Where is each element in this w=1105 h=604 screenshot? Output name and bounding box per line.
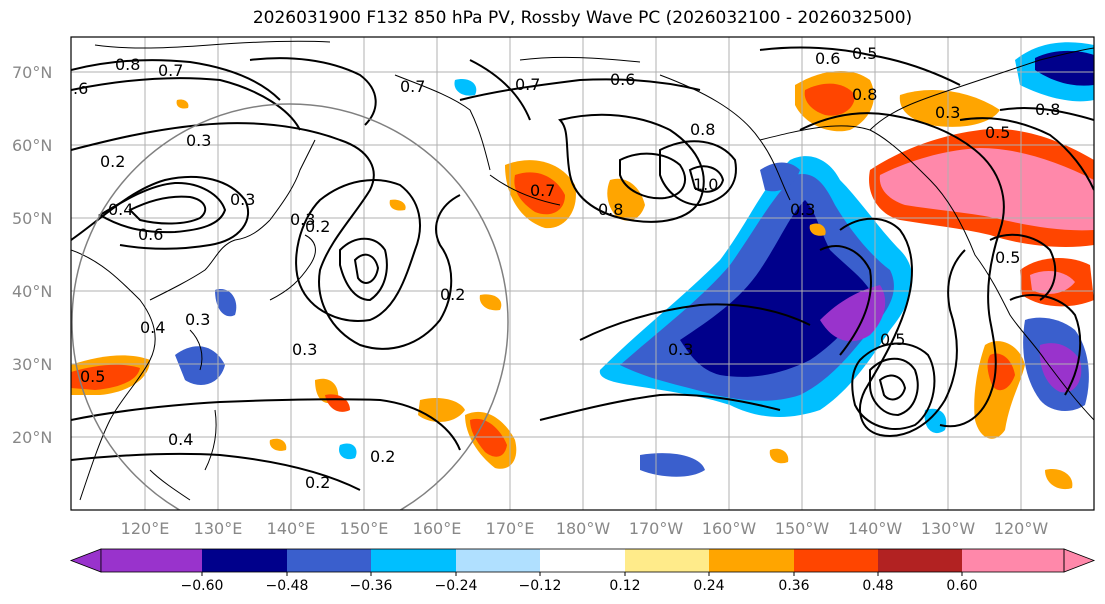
colorbar-tick-label: 0.24 bbox=[693, 578, 724, 594]
contour-label: 0.7 bbox=[530, 181, 555, 200]
colorbar-segment bbox=[540, 549, 625, 572]
colorbar-segment bbox=[625, 549, 709, 572]
contour-label: 0.6 bbox=[610, 70, 635, 89]
contour-label: 0.3 bbox=[185, 310, 210, 329]
lon-axis: 120°E 130°E 140°E 150°E 160°E 170°E 180°… bbox=[121, 519, 1049, 538]
lon-label: 150°W bbox=[775, 519, 830, 538]
contour-label: 0.8 bbox=[852, 85, 877, 104]
lon-label: 160°E bbox=[413, 519, 462, 538]
contour-label: 0.3 bbox=[292, 340, 317, 359]
colorbar-tick-label: −0.60 bbox=[181, 578, 224, 594]
contour-label: 0.2 bbox=[305, 217, 330, 236]
colorbar bbox=[69, 548, 1096, 576]
contour-label: 0.6 bbox=[138, 225, 163, 244]
contour-label: 0.3 bbox=[230, 190, 255, 209]
contour-label: 0.3 bbox=[186, 131, 211, 150]
colorbar-segment bbox=[287, 549, 371, 572]
map-title: 2026031900 F132 850 hPa PV, Rossby Wave … bbox=[252, 8, 913, 28]
lat-label: 30°N bbox=[12, 355, 52, 374]
lon-label: 150°E bbox=[340, 519, 389, 538]
colorbar-tick-labels: −0.60 −0.48 −0.36 −0.24 −0.12 0.12 0.24 … bbox=[181, 578, 978, 594]
contour-label: 1.0 bbox=[693, 175, 718, 194]
colorbar-segment bbox=[878, 549, 962, 572]
contour-label: 0.6 bbox=[815, 49, 840, 68]
lat-label: 60°N bbox=[12, 136, 52, 155]
colorbar-extend-max bbox=[1063, 548, 1096, 573]
contour-label: 0.5 bbox=[995, 248, 1020, 267]
lon-label: 170°E bbox=[486, 519, 535, 538]
contour-label: 0.4 bbox=[140, 318, 165, 337]
colorbar-tick-label: 0.48 bbox=[862, 578, 893, 594]
colorbar-tick-label: −0.12 bbox=[519, 578, 562, 594]
lat-label: 40°N bbox=[12, 282, 52, 301]
colorbar-segment bbox=[709, 549, 794, 572]
lat-label: 50°N bbox=[12, 209, 52, 228]
contour-label: 0.3 bbox=[935, 103, 960, 122]
contour-label: 0.3 bbox=[668, 340, 693, 359]
colorbar-tick-label: −0.48 bbox=[266, 578, 309, 594]
contour-label: 0.2 bbox=[100, 152, 125, 171]
reference-circle bbox=[71, 103, 509, 510]
colorbar-tick-label: −0.24 bbox=[435, 578, 478, 594]
contour-label: 0.5 bbox=[985, 123, 1010, 142]
colorbar-tick-label: 0.36 bbox=[778, 578, 809, 594]
colorbar-segment bbox=[794, 549, 878, 572]
contour-label: 0.5 bbox=[80, 367, 105, 386]
lon-label: 140°W bbox=[848, 519, 903, 538]
colorbar-segment bbox=[962, 549, 1064, 572]
colorbar-segment bbox=[371, 549, 456, 572]
colorbar-tick-label: −0.36 bbox=[350, 578, 393, 594]
lon-label: 130°E bbox=[194, 519, 243, 538]
contour-label: 0.8 bbox=[115, 55, 140, 74]
contour-label: 0.7 bbox=[400, 77, 425, 96]
contour-label-group: 0.8 0.7 .6 0.2 0.3 0.4 0.6 0.3 0.7 0.7 0… bbox=[73, 44, 1060, 492]
contour-label: .6 bbox=[73, 79, 88, 98]
contour-label: 0.2 bbox=[370, 447, 395, 466]
map-frame bbox=[70, 36, 1095, 511]
contour-label: 0.8 bbox=[690, 120, 715, 139]
lon-label: 130°W bbox=[921, 519, 976, 538]
lon-label: 180°W bbox=[556, 519, 611, 538]
contour-label: 0.7 bbox=[158, 61, 183, 80]
lon-label: 170°W bbox=[629, 519, 684, 538]
contour-label: 0.3 bbox=[790, 200, 815, 219]
contour-label: 0.5 bbox=[852, 44, 877, 63]
lat-axis: 70°N 60°N 50°N 40°N 30°N 20°N bbox=[12, 63, 52, 447]
colorbar-segment bbox=[101, 549, 202, 572]
contour-label: 0.5 bbox=[880, 330, 905, 349]
contour-label: 0.2 bbox=[305, 473, 330, 492]
contour-label: 0.2 bbox=[440, 285, 465, 304]
lat-label: 70°N bbox=[12, 63, 52, 82]
lon-label: 120°W bbox=[994, 519, 1049, 538]
colorbar-tick-label: 0.60 bbox=[946, 578, 977, 594]
contour-label: 0.8 bbox=[598, 200, 623, 219]
pv-contours bbox=[71, 46, 1094, 491]
lon-label: 140°E bbox=[267, 519, 316, 538]
colorbar-segment bbox=[456, 549, 540, 572]
contour-label: 0.3 bbox=[290, 210, 315, 229]
colorbar-segment bbox=[202, 549, 287, 572]
colorbar-tick-label: 0.12 bbox=[609, 578, 640, 594]
contour-label: 0.8 bbox=[1035, 100, 1060, 119]
contour-label: 0.4 bbox=[168, 430, 193, 449]
lon-label: 120°E bbox=[121, 519, 170, 538]
contour-label: 0.7 bbox=[515, 75, 540, 94]
lon-label: 160°W bbox=[702, 519, 757, 538]
colorbar-extend-min bbox=[69, 548, 102, 573]
lat-label: 20°N bbox=[12, 428, 52, 447]
contour-label: 0.4 bbox=[108, 200, 133, 219]
colorbar-frame bbox=[100, 548, 1065, 573]
